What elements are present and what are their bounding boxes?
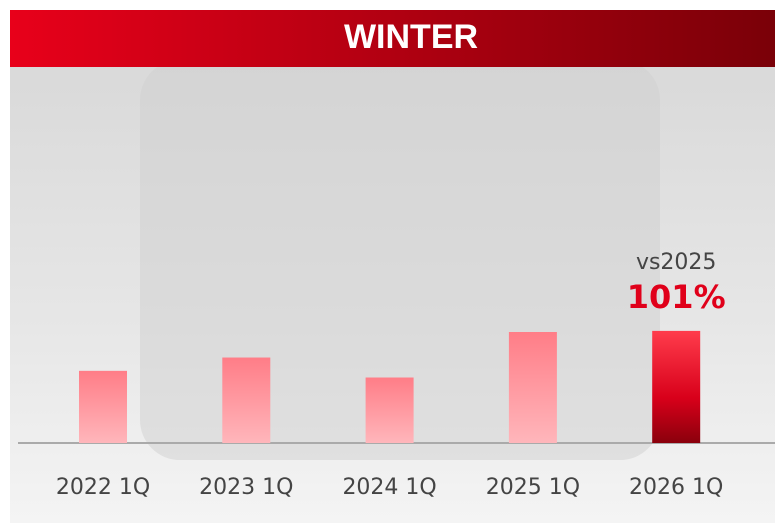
- chart: WINTER 2022 1Q 2023 1Q 2024 1Q 2025 1Q 2026 …: [0, 0, 775, 523]
- x-tick-label: 2026 1Q: [629, 475, 723, 500]
- bar: [222, 358, 270, 443]
- annotation: vs2025: [636, 250, 716, 275]
- x-tick-label: 2025 1Q: [486, 475, 580, 500]
- x-tick-label: 2022 1Q: [56, 475, 150, 500]
- x-tick-label: 2023 1Q: [199, 475, 293, 500]
- bar: [652, 331, 700, 443]
- value-label: 101%: [627, 278, 726, 316]
- bar: [509, 332, 557, 443]
- bar: [79, 371, 127, 443]
- chart-title: WINTER: [344, 18, 478, 56]
- x-tick-label: 2024 1Q: [342, 475, 436, 500]
- bar: [366, 378, 414, 443]
